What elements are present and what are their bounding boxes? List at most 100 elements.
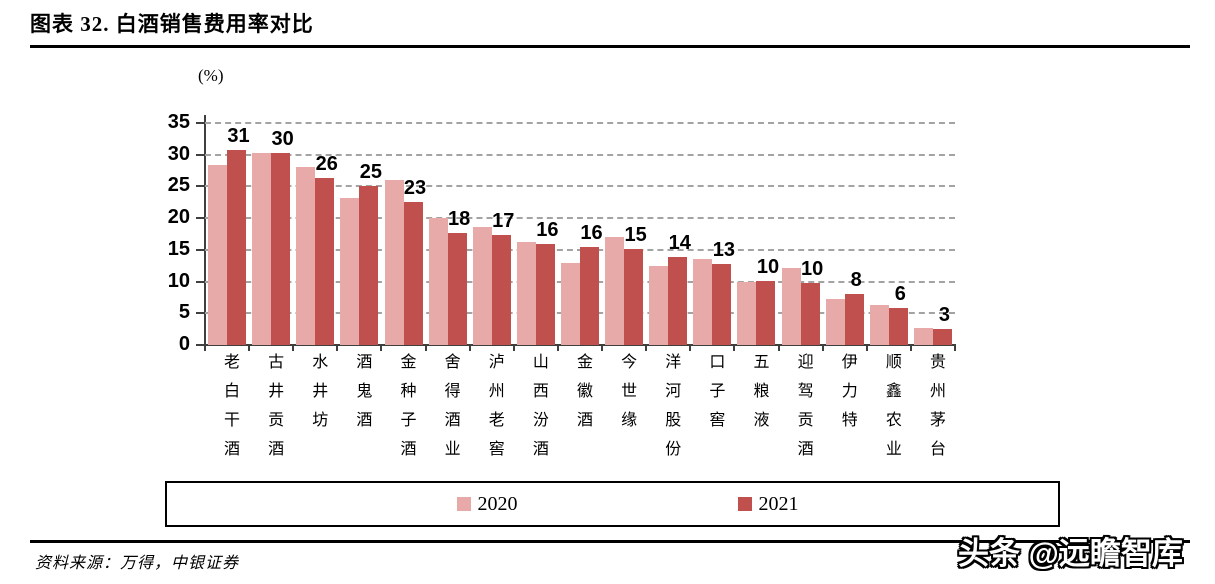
- y-axis-unit-label: (%): [198, 66, 224, 85]
- bar-2021-伊力特: [844, 293, 864, 345]
- y-tick-35: [196, 122, 205, 124]
- y-tick-label-25: 25: [167, 174, 190, 197]
- gridline-25: [205, 185, 955, 188]
- y-tick-5: [196, 312, 205, 315]
- gridline-30: [205, 153, 955, 156]
- bar-2020-迎驾贡酒: [781, 267, 801, 345]
- data-label-顺鑫农业: 6: [894, 282, 906, 305]
- x-category-label-古井贡酒: 古井贡酒: [265, 353, 283, 469]
- data-label-口子窖: 13: [712, 238, 735, 261]
- y-tick-15: [196, 248, 205, 251]
- bar-2020-贵州茅台: [913, 327, 933, 345]
- data-label-金种子酒: 23: [403, 177, 427, 200]
- x-tick: [909, 345, 912, 351]
- bar-2020-口子窖: [693, 259, 713, 345]
- x-tick: [424, 345, 427, 351]
- bar-2021-迎驾贡酒: [800, 282, 820, 345]
- x-category-label-五粮液: 五粮液: [750, 353, 768, 440]
- x-tick: [248, 345, 251, 351]
- x-category-label-水井坊: 水井坊: [309, 353, 327, 440]
- chart-legend: 2020 2021: [165, 481, 1060, 527]
- x-category-label-金徽酒: 金徽酒: [574, 353, 591, 440]
- x-tick: [689, 345, 692, 351]
- watermark-text: 头条 @远瞻智库: [958, 536, 1183, 571]
- x-category-label-贵州茅台: 贵州茅台: [926, 353, 944, 469]
- bar-2021-泸州老窖: [491, 234, 511, 345]
- y-tick-label-20: 20: [167, 206, 190, 229]
- bar-2020-五粮液: [737, 282, 757, 345]
- x-category-label-酒鬼酒: 酒鬼酒: [353, 353, 371, 440]
- bar-2021-顺鑫农业: [888, 307, 908, 345]
- x-tick: [204, 345, 206, 351]
- legend-label-2021: 2021: [758, 492, 799, 515]
- bar-2020-古井贡酒: [252, 152, 272, 345]
- x-tick: [380, 345, 383, 351]
- plot-area: 31 30 26 25 23 18 17 16 16 15 14 13 10 10 8 6 3: [204, 122, 956, 351]
- x-axis-line: [197, 344, 956, 346]
- x-tick: [821, 345, 824, 351]
- bar-2020-今世缘: [605, 236, 625, 345]
- x-category-label-金种子酒: 金种子酒: [397, 353, 415, 469]
- bar-2021-今世缘: [624, 249, 644, 345]
- y-tick-20: [196, 217, 205, 220]
- data-label-泸州老窖: 17: [492, 209, 515, 232]
- legend-label-2020: 2020: [477, 492, 518, 515]
- bar-2020-伊力特: [825, 299, 845, 345]
- legend-swatch-2021: [737, 497, 752, 511]
- x-tick: [601, 345, 604, 351]
- x-category-label-洋河股份: 洋河股份: [662, 353, 680, 469]
- bar-2021-洋河股份: [668, 256, 688, 345]
- y-tick-label-30: 30: [167, 142, 190, 165]
- y-tick-label-0: 0: [178, 333, 190, 355]
- bar-2020-老白干酒: [208, 164, 228, 345]
- bar-2020-酒鬼酒: [340, 198, 360, 345]
- x-tick: [556, 345, 559, 351]
- data-label-贵州茅台: 3: [938, 303, 950, 326]
- bar-2021-古井贡酒: [271, 153, 291, 345]
- y-axis-line: [204, 115, 206, 345]
- x-category-label-口子窖: 口子窖: [706, 353, 724, 440]
- legend-item-2021: 2021: [737, 492, 799, 516]
- figure-title: 图表 32. 白酒销售费用率对比: [30, 12, 314, 36]
- x-axis-category-labels: 老白干酒 古井贡酒 水井坊 酒鬼酒 金种子酒 舍得酒业 泸州老窖 山西汾酒 金徽酒 今世缘 洋河股份…: [205, 353, 955, 478]
- data-label-舍得酒业: 18: [448, 207, 471, 230]
- x-category-label-伊力特: 伊力特: [838, 353, 856, 440]
- data-label-洋河股份: 14: [668, 231, 691, 254]
- y-tick-label-10: 10: [167, 269, 190, 292]
- y-tick-label-15: 15: [167, 237, 190, 260]
- x-category-label-迎驾贡酒: 迎驾贡酒: [794, 353, 812, 469]
- data-label-金徽酒: 16: [580, 221, 603, 244]
- data-label-老白干酒: 31: [227, 124, 250, 147]
- data-label-酒鬼酒: 25: [359, 160, 383, 183]
- x-tick: [954, 345, 956, 351]
- legend-swatch-2020: [456, 497, 471, 511]
- footer-divider: [30, 540, 1190, 543]
- bar-2021-酒鬼酒: [359, 185, 379, 345]
- data-label-五粮液: 10: [756, 255, 780, 278]
- x-tick: [468, 345, 471, 351]
- y-tick-30: [196, 153, 205, 156]
- x-category-label-今世缘: 今世缘: [618, 353, 636, 440]
- data-label-今世缘: 15: [624, 224, 647, 247]
- x-tick: [512, 345, 515, 351]
- x-tick: [645, 345, 648, 351]
- bar-2021-五粮液: [756, 280, 776, 345]
- x-category-label-山西汾酒: 山西汾酒: [529, 353, 547, 469]
- bar-2021-金种子酒: [403, 202, 423, 345]
- x-tick: [777, 345, 780, 351]
- bar-2021-口子窖: [712, 263, 732, 345]
- x-tick: [733, 345, 736, 351]
- gridline-20: [205, 217, 955, 220]
- x-category-label-舍得酒业: 舍得酒业: [441, 353, 459, 469]
- bar-2020-泸州老窖: [472, 227, 492, 345]
- data-label-迎驾贡酒: 10: [800, 257, 824, 280]
- x-category-label-顺鑫农业: 顺鑫农业: [882, 353, 900, 469]
- bar-2020-顺鑫农业: [869, 305, 889, 345]
- x-category-label-泸州老窖: 泸州老窖: [485, 353, 503, 469]
- bar-2020-舍得酒业: [428, 218, 448, 345]
- y-tick-label-35: 35: [167, 111, 190, 133]
- data-label-山西汾酒: 16: [536, 219, 559, 242]
- x-tick: [336, 345, 339, 351]
- bar-2020-金徽酒: [561, 263, 580, 345]
- data-label-伊力特: 8: [850, 268, 862, 291]
